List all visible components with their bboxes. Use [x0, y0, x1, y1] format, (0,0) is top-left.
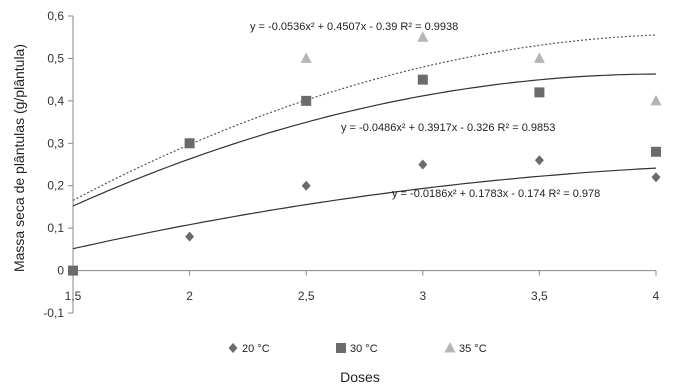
data-point-triangle	[417, 31, 429, 42]
data-point-diamond	[534, 155, 544, 166]
trendline-equation: y = -0.0486x² + 0.3917x - 0.326 R² = 0.9…	[341, 122, 555, 134]
x-tick-label: 3,5	[531, 289, 548, 303]
axes: -0,1 0 0,1 0,2 0,3 0,4 0,5 0,6 1,5 2 2,5 3 3,5 4	[43, 9, 659, 320]
x-tick-label: 4	[653, 289, 660, 303]
x-tick-label: 2	[186, 289, 193, 303]
data-point-diamond	[301, 180, 311, 191]
y-tick-label: 0,5	[47, 51, 64, 65]
data-point-square	[301, 95, 312, 106]
data-point-triangle	[533, 52, 545, 63]
trendlines	[72, 34, 657, 250]
x-tick-label: 2,5	[298, 289, 315, 303]
y-tick-label: 0,6	[47, 9, 64, 23]
trendline-20c	[72, 167, 657, 250]
data-point-square	[417, 74, 428, 85]
legend: 20 °C 30 °C 35 °C	[228, 342, 487, 355]
data-points	[67, 31, 662, 276]
data-point-triangle	[650, 94, 662, 106]
data-point-square	[651, 146, 661, 157]
y-tick-label: 0,3	[47, 136, 64, 150]
legend-label: 30 °C	[350, 343, 378, 355]
y-tick-label: 0,4	[47, 94, 64, 108]
legend-marker-square	[336, 343, 346, 353]
data-point-triangle	[300, 52, 312, 63]
y-tick-label: -0,1	[43, 306, 64, 320]
data-point-diamond	[651, 172, 661, 183]
legend-label: 20 °C	[242, 343, 270, 355]
data-point-diamond	[418, 159, 428, 170]
y-axis-title: Massa seca de plântulas (g/plântula)	[11, 44, 27, 272]
trendline-30c	[72, 73, 657, 207]
legend-marker-diamond	[228, 343, 238, 353]
data-point-square	[534, 87, 545, 98]
data-point-diamond	[185, 231, 195, 242]
trendline-equations: y = -0.0186x² + 0.1783x - 0.174 R² = 0.9…	[250, 21, 600, 200]
trendline-equation: y = -0.0186x² + 0.1783x - 0.174 R² = 0.9…	[392, 188, 600, 200]
data-point-square	[184, 138, 195, 149]
y-tick-label: 0	[57, 264, 64, 278]
data-point-diamond	[68, 265, 78, 276]
y-tick-label: 0,1	[47, 221, 64, 235]
trendline-35c	[72, 34, 657, 201]
x-tick-label: 3	[419, 289, 426, 303]
x-axis-title: Doses	[340, 369, 380, 385]
legend-marker-triangle	[444, 342, 456, 353]
x-tick-label: 1,5	[65, 289, 82, 303]
y-tick-label: 0,2	[47, 179, 64, 193]
legend-label: 35 °C	[459, 343, 487, 355]
trendline-equation: y = -0.0536x² + 0.4507x - 0.39 R² = 0.99…	[250, 21, 458, 33]
